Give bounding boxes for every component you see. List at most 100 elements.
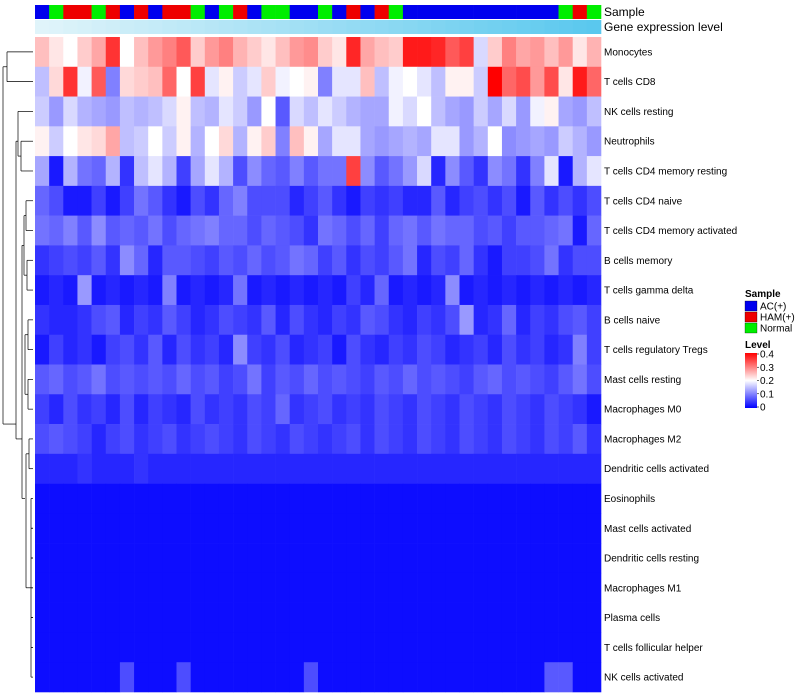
heatmap-cell [134,572,149,603]
heatmap-cell [134,156,149,187]
heatmap-cell [162,662,177,693]
expression-annotation-cell [303,20,319,34]
row-label: Neutrophils [604,137,655,148]
expression-annotation-cell [289,20,305,34]
heatmap-cell [402,334,418,365]
expression-annotation-cell [374,20,390,34]
heatmap-cell [77,453,92,484]
heatmap-cell [374,602,390,633]
heatmap-cell [134,483,149,514]
heatmap-cell [402,37,418,68]
heatmap-cell [289,572,305,603]
heatmap-cell [388,632,404,663]
heatmap-cell [105,543,121,574]
heatmap-cell [586,215,602,246]
heatmap-cell [105,394,121,425]
heatmap-cell [49,632,64,663]
heatmap-cell [360,37,375,68]
heatmap-cell [247,185,262,216]
heatmap-cell [431,572,446,603]
heatmap-cell [544,602,559,633]
heatmap-cell [530,37,545,68]
sample-annotation-cell [388,5,404,19]
heatmap-cell [473,513,489,544]
heatmap-cell [148,364,163,395]
heatmap-cell [233,394,248,425]
row-label: B cells memory [604,256,672,267]
expression-annotation-cell [318,20,333,34]
heatmap-cell [190,245,206,276]
heatmap-cell [275,453,290,484]
heatmap-cell [318,543,333,574]
heatmap-cell [204,483,220,514]
heatmap-cell [233,37,248,68]
heatmap-cell [35,275,50,306]
heatmap-cell [49,483,64,514]
heatmap-cell [360,602,375,633]
annotation-label-expression: Gene expression level [604,20,723,34]
sample-annotation-cell [332,5,347,19]
expression-annotation-cell [77,20,92,34]
heatmap-cell [204,185,220,216]
heatmap-cell [445,394,460,425]
heatmap-cell [459,126,474,157]
heatmap-cell [49,543,64,574]
heatmap-cell [332,275,347,306]
heatmap-cell [218,156,234,187]
heatmap-cell [558,126,573,157]
heatmap-cell [417,364,432,395]
heatmap-cell [473,483,489,514]
sample-legend-swatch [744,311,758,323]
heatmap-cell [487,275,503,306]
heatmap-cell [91,513,107,544]
heatmap-cell [501,513,517,544]
heatmap-cell [318,304,333,336]
heatmap-cell [35,156,50,187]
level-legend-tick-label: 0.1 [760,389,774,400]
heatmap-cell [388,424,404,455]
heatmap-cell [218,245,234,276]
heatmap-cell [445,96,460,127]
sample-legend-label: AC(+) [760,302,786,313]
heatmap-cell [105,275,121,306]
heatmap-cell [360,572,375,603]
heatmap-cell [176,245,191,276]
heatmap-cell [303,453,319,484]
heatmap-cell [289,602,305,633]
heatmap-cell [49,513,64,544]
heatmap-cell [119,632,135,663]
heatmap-cell [233,483,248,514]
heatmap-cell [119,96,135,127]
sample-annotation-cell [402,5,418,19]
heatmap-cell [346,602,361,633]
sample-annotation-cell [303,5,319,19]
heatmap-cell [516,37,531,68]
heatmap-cell [360,334,375,365]
heatmap-cell [544,37,559,68]
heatmap-cell [431,37,446,68]
heatmap-cell [148,572,163,603]
heatmap-cell [388,572,404,603]
level-legend-tick-label: 0.2 [760,376,774,387]
heatmap-cell [134,185,149,216]
heatmap-cell [558,215,573,246]
heatmap-cell [417,185,432,216]
heatmap-cell [218,513,234,544]
heatmap-cell [303,245,319,276]
heatmap-cell [190,185,206,216]
heatmap-cell [148,543,163,574]
heatmap-cell [417,394,432,425]
heatmap-cell [346,632,361,663]
heatmap-cell [105,37,121,68]
heatmap-cell [233,424,248,455]
heatmap-cell [77,126,92,157]
heatmap-cell [119,394,135,425]
heatmap-cell [218,275,234,306]
heatmap-cell [445,424,460,455]
heatmap-cell [119,304,135,336]
heatmap-cell [572,66,588,97]
heatmap-cell [247,662,262,693]
heatmap-cell [148,275,163,306]
heatmap-cell [247,364,262,395]
expression-annotation-cell [388,20,404,34]
